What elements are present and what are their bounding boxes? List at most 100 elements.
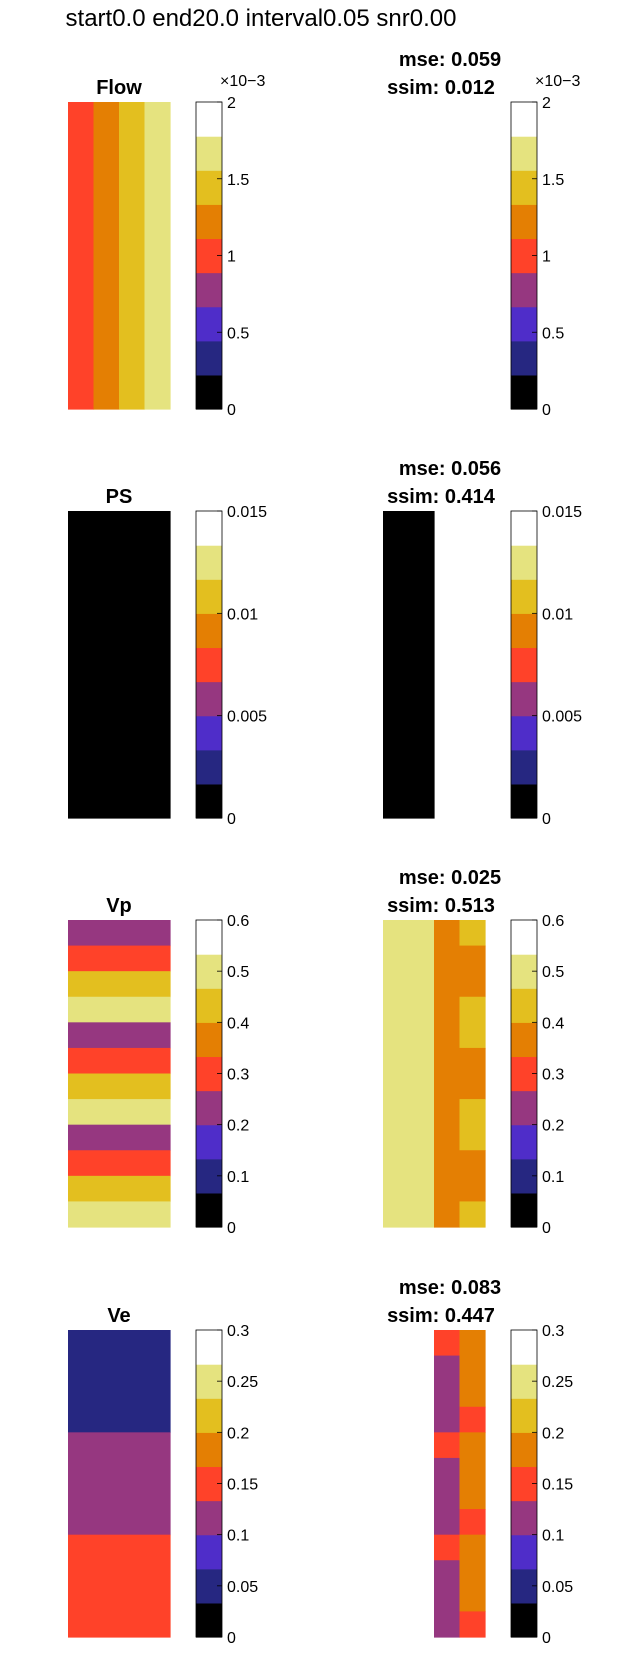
- panel-row-vp: Vp mse: 0.025 ssim: 0.513 0 0.1 0.2 0.3 0.4 0.5 0…: [68, 867, 564, 1237]
- right-colorbar-swatch: [511, 1192, 537, 1228]
- left-colorbar-tick-label: 0.25: [227, 1374, 258, 1391]
- right-colorbar-swatch: [511, 306, 537, 342]
- right-map-cell: [459, 1099, 486, 1151]
- right-colorbar-swatch: [511, 340, 537, 376]
- left-colorbar-tick-label: 1: [227, 249, 236, 266]
- left-colorbar-tick-label: 0.4: [227, 1015, 249, 1032]
- left-map-cell: [68, 1201, 171, 1228]
- left-colorbar-swatch: [196, 613, 222, 649]
- mse-label: mse: 0.059: [399, 49, 501, 71]
- right-colorbar-swatch: [511, 1432, 537, 1468]
- left-colorbar-tick-label: 2: [227, 95, 236, 112]
- left-colorbar-tick-label: 0.1: [227, 1528, 249, 1545]
- right-colorbar-swatch: [511, 1602, 537, 1638]
- left-colorbar-swatch: [196, 715, 222, 751]
- right-map-cell: [434, 1560, 461, 1638]
- right-colorbar-tick-label: 0.15: [542, 1477, 573, 1494]
- right-colorbar-tick-label: 0.005: [542, 709, 582, 726]
- left-map-cell: [68, 945, 171, 972]
- right-colorbar-tick-label: 0.2: [542, 1425, 564, 1442]
- right-colorbar-frame: [510, 510, 538, 819]
- ssim-label: ssim: 0.513: [387, 895, 495, 917]
- right-colorbar-swatch: [511, 1090, 537, 1126]
- left-colorbar-swatch: [196, 511, 222, 546]
- left-colorbar-tick-label: 0.5: [227, 964, 249, 981]
- left-colorbar-tick-label: 0.05: [227, 1579, 258, 1596]
- left-colorbar-frame: [195, 510, 223, 819]
- left-colorbar-tick-label: 1.5: [227, 172, 249, 189]
- right-colorbar-tick-label: 0.1: [542, 1528, 564, 1545]
- left-colorbar-swatch: [196, 783, 222, 819]
- left-map-cell: [93, 102, 120, 410]
- right-map-cell: [459, 996, 486, 1049]
- right-map-cell: [459, 1406, 486, 1433]
- left-colorbar-tick-label: 0.3: [227, 1323, 249, 1340]
- left-colorbar-exponent: ×10−3: [220, 73, 265, 90]
- left-colorbar-tick-label: 0.01: [227, 606, 258, 623]
- right-colorbar-swatch: [511, 783, 537, 819]
- right-colorbar-tick-label: 0: [542, 1220, 551, 1237]
- right-map-cell: [383, 511, 435, 819]
- left-colorbar-swatch: [196, 647, 222, 683]
- left-colorbar-swatch: [196, 1124, 222, 1160]
- right-map-cell: [459, 1432, 486, 1510]
- right-map-cell: [383, 920, 435, 1228]
- right-colorbar-swatch: [511, 579, 537, 614]
- left-colorbar-swatch: [196, 1534, 222, 1570]
- right-colorbar-tick-label: 0.3: [542, 1323, 564, 1340]
- left-colorbar-tick-label: 0: [227, 811, 236, 828]
- left-colorbar-tick-label: 0: [227, 1630, 236, 1647]
- right-colorbar-swatch: [511, 647, 537, 683]
- left-map-cell: [68, 1534, 171, 1638]
- left-colorbar-swatch: [196, 374, 222, 410]
- left-colorbar-swatch: [196, 306, 222, 342]
- right-colorbar-swatch: [511, 545, 537, 580]
- left-colorbar-swatch: [196, 204, 222, 240]
- left-colorbar-tick-label: 0: [227, 1220, 236, 1237]
- right-map-cell: [434, 1432, 461, 1459]
- right-colorbar-tick-label: 0.01: [542, 606, 573, 623]
- mse-label: mse: 0.025: [399, 867, 501, 889]
- right-colorbar-tick-label: 0.5: [542, 325, 564, 342]
- left-colorbar-swatch: [196, 1330, 222, 1365]
- left-colorbar-tick-label: 0.6: [227, 913, 249, 930]
- left-colorbar-tick-label: 0: [227, 402, 236, 419]
- right-map-cell: [459, 1534, 486, 1613]
- right-colorbar-swatch: [511, 613, 537, 649]
- right-colorbar-swatch: [511, 715, 537, 751]
- right-map-cell: [459, 1201, 486, 1228]
- panel-row-ve: Ve mse: 0.083 ssim: 0.447 0 0.05 0.1 0.15 0.2 0.…: [68, 1277, 573, 1647]
- left-map-cell: [144, 102, 171, 410]
- left-map-cell: [119, 102, 146, 410]
- left-colorbar-swatch: [196, 1602, 222, 1638]
- right-colorbar-swatch: [511, 204, 537, 240]
- right-colorbar-swatch: [511, 681, 537, 717]
- left-colorbar-swatch: [196, 102, 222, 137]
- right-colorbar-tick-label: 0.1: [542, 1169, 564, 1186]
- figure-title: start0.0 end20.0 interval0.05 snr0.00: [66, 5, 457, 32]
- right-map-cell: [459, 1150, 486, 1203]
- right-map-cell: [434, 1457, 461, 1536]
- right-colorbar-exponent: ×10−3: [535, 73, 580, 90]
- right-colorbar-swatch: [511, 920, 537, 955]
- left-colorbar-swatch: [196, 170, 222, 205]
- right-map-cell: [459, 1330, 486, 1408]
- right-colorbar-swatch: [511, 1534, 537, 1570]
- left-map-cell: [68, 1175, 171, 1203]
- panel-title: PS: [106, 486, 133, 508]
- right-colorbar-tick-label: 0.4: [542, 1015, 564, 1032]
- right-colorbar-swatch: [511, 374, 537, 410]
- left-colorbar-tick-label: 0.005: [227, 709, 267, 726]
- right-colorbar-tick-label: 1.5: [542, 172, 564, 189]
- right-colorbar-tick-label: 0: [542, 1630, 551, 1647]
- left-colorbar-swatch: [196, 136, 222, 171]
- left-map-cell: [68, 1022, 171, 1049]
- ssim-label: ssim: 0.012: [387, 77, 495, 99]
- right-colorbar-tick-label: 0.2: [542, 1118, 564, 1135]
- left-colorbar-tick-label: 0.015: [227, 504, 267, 521]
- right-map-cell: [434, 1534, 461, 1561]
- panel-row-flow: Flow mse: 0.059 ssim: 0.012 0 0.5 1 1.5 2 ×10−3 0…: [68, 49, 580, 419]
- left-map-cell: [68, 1047, 171, 1075]
- right-map-cell: [434, 1330, 461, 1357]
- panel-title: Flow: [96, 77, 142, 99]
